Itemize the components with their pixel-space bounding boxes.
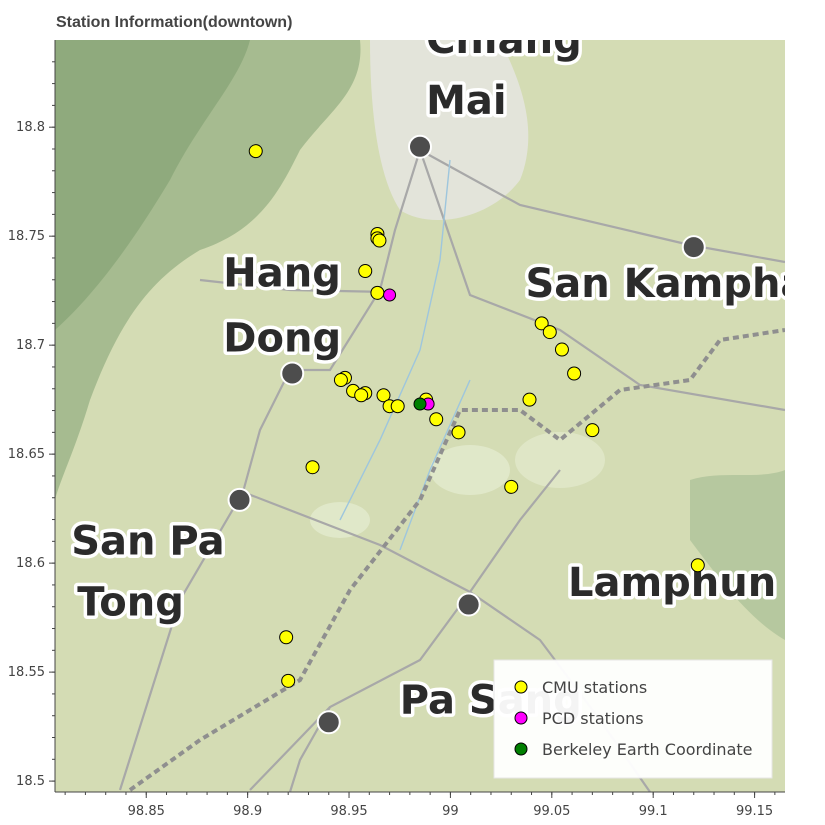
legend-box bbox=[493, 659, 773, 779]
road bbox=[199, 278, 391, 294]
road bbox=[418, 149, 785, 412]
data-point bbox=[534, 316, 549, 331]
chart-title: Station Information(downtown) bbox=[56, 14, 293, 31]
place-label: Tong bbox=[77, 579, 184, 625]
y-ticks: 18.5 18.55 18.6 18.65 18.7 18.75 18.8 bbox=[8, 61, 55, 789]
data-point bbox=[358, 264, 373, 279]
river-network bbox=[339, 159, 471, 551]
legend-marker bbox=[514, 711, 528, 725]
x-tick-label: 98.9 bbox=[233, 804, 262, 819]
data-point bbox=[370, 285, 385, 300]
data-point bbox=[333, 373, 348, 388]
town-marker bbox=[408, 134, 432, 159]
data-point bbox=[372, 233, 387, 248]
data-point bbox=[567, 366, 582, 381]
data-point bbox=[542, 325, 557, 340]
data-point bbox=[413, 397, 427, 411]
data-point bbox=[354, 388, 369, 403]
data-point bbox=[279, 630, 294, 645]
x-tick-label: 99 bbox=[442, 804, 459, 819]
railway bbox=[128, 328, 785, 792]
field-patch bbox=[515, 432, 605, 488]
town-marker bbox=[227, 487, 252, 512]
town-marker bbox=[316, 710, 341, 735]
y-tick-label: 18.65 bbox=[8, 447, 45, 462]
data-point bbox=[376, 388, 391, 403]
x-tick-label: 98.85 bbox=[128, 804, 165, 819]
mountain-shade-east bbox=[690, 470, 785, 640]
road bbox=[469, 469, 561, 593]
x-ticks: 98.85 98.9 98.95 99 99.05 99.1 99.15 bbox=[64, 792, 776, 819]
road bbox=[249, 591, 471, 791]
data-point bbox=[504, 479, 519, 494]
data-point bbox=[585, 423, 600, 438]
y-tick-label: 18.6 bbox=[16, 556, 45, 571]
place-label: San Pa bbox=[71, 518, 224, 564]
x-tick-label: 98.95 bbox=[330, 804, 367, 819]
place-label: Hang bbox=[223, 250, 341, 296]
y-tick-label: 18.8 bbox=[16, 120, 45, 135]
river bbox=[399, 379, 471, 551]
mountain-shade-core bbox=[55, 40, 250, 330]
x-tick-label: 99.05 bbox=[533, 804, 570, 819]
place-label: San Kamphaeng bbox=[525, 261, 825, 307]
data-point bbox=[281, 673, 296, 688]
data-point bbox=[451, 425, 466, 440]
place-label: Mai bbox=[426, 78, 507, 124]
y-axis: 18.5 18.55 18.6 18.65 18.7 18.75 18.8 bbox=[8, 40, 56, 792]
data-point bbox=[554, 342, 569, 357]
data-point bbox=[383, 288, 397, 302]
data-point bbox=[248, 144, 263, 159]
road bbox=[419, 149, 785, 264]
data-point bbox=[305, 460, 320, 475]
legend-label: CMU stations bbox=[542, 678, 647, 697]
x-tick-label: 99.15 bbox=[736, 804, 773, 819]
scatter-points bbox=[248, 144, 705, 688]
place-labels: Chiang Mai San Kamphaeng Hang Dong San Pa Tong… bbox=[68, 17, 825, 727]
data-point bbox=[429, 412, 444, 427]
legend-marker bbox=[514, 742, 528, 756]
field-patch bbox=[430, 445, 510, 495]
town-marker bbox=[456, 592, 481, 617]
town-marker bbox=[280, 361, 305, 386]
y-tick-label: 18.55 bbox=[8, 665, 45, 680]
data-point bbox=[390, 399, 405, 414]
x-axis: 98.85 98.9 98.95 99 99.05 99.1 99.15 bbox=[55, 791, 785, 819]
y-tick-label: 18.75 bbox=[8, 229, 45, 244]
place-label: Lamphun bbox=[568, 560, 776, 606]
urban-area bbox=[370, 40, 529, 220]
river bbox=[339, 159, 451, 521]
legend-label: PCD stations bbox=[542, 709, 644, 728]
data-point bbox=[690, 558, 705, 573]
town-dots bbox=[227, 134, 706, 735]
town-marker bbox=[681, 235, 706, 260]
legend: CMU stations PCD stations Berkeley Earth C… bbox=[493, 659, 773, 779]
legend-label: Berkeley Earth Coordinate bbox=[542, 740, 752, 759]
y-tick-label: 18.5 bbox=[16, 774, 45, 789]
x-tick-label: 99.1 bbox=[639, 804, 668, 819]
place-label: Chiang bbox=[426, 17, 582, 63]
legend-marker bbox=[514, 680, 528, 694]
data-point bbox=[522, 392, 537, 407]
y-tick-label: 18.7 bbox=[16, 338, 45, 353]
place-label: Dong bbox=[223, 316, 341, 362]
